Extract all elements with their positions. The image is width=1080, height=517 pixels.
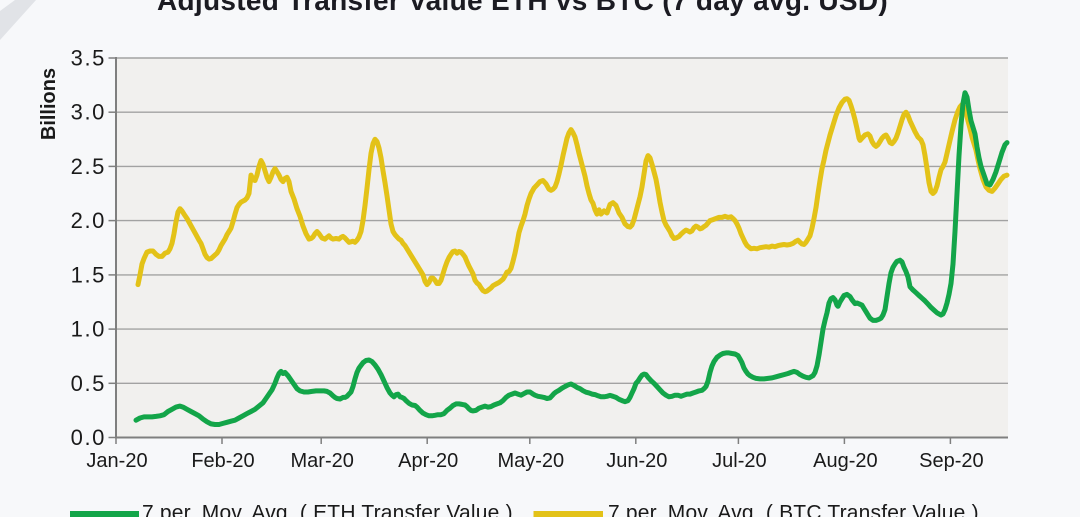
svg-text:Apr-20: Apr-20 [398, 450, 458, 472]
svg-text:Billions: Billions [38, 68, 60, 140]
svg-text:2.5: 2.5 [71, 154, 106, 179]
svg-text:Jun-20: Jun-20 [606, 450, 667, 472]
svg-text:May-20: May-20 [497, 450, 564, 472]
svg-text:3.0: 3.0 [71, 100, 106, 125]
svg-text:Sep-20: Sep-20 [919, 450, 984, 472]
svg-text:1.5: 1.5 [71, 262, 106, 287]
svg-text:0.0: 0.0 [71, 425, 106, 450]
svg-text:Mar-20: Mar-20 [291, 450, 354, 472]
svg-text:7 per. Mov. Avg. ( BTC Transfe: 7 per. Mov. Avg. ( BTC Transfer Value ) [608, 502, 979, 517]
svg-text:2.0: 2.0 [71, 208, 106, 233]
svg-text:Jul-20: Jul-20 [712, 450, 766, 472]
svg-text:3.5: 3.5 [71, 46, 106, 71]
svg-text:7 per. Mov. Avg. ( ETH Transfe: 7 per. Mov. Avg. ( ETH Transfer Value ) [142, 502, 513, 517]
svg-text:Feb-20: Feb-20 [191, 450, 254, 472]
svg-text:Adjusted Transfer Value ETH vs: Adjusted Transfer Value ETH vs BTC (7 da… [157, 0, 888, 16]
svg-text:1.0: 1.0 [71, 317, 106, 342]
svg-text:0.5: 0.5 [71, 371, 106, 396]
svg-text:Jan-20: Jan-20 [86, 450, 147, 472]
svg-text:Aug-20: Aug-20 [813, 450, 878, 472]
